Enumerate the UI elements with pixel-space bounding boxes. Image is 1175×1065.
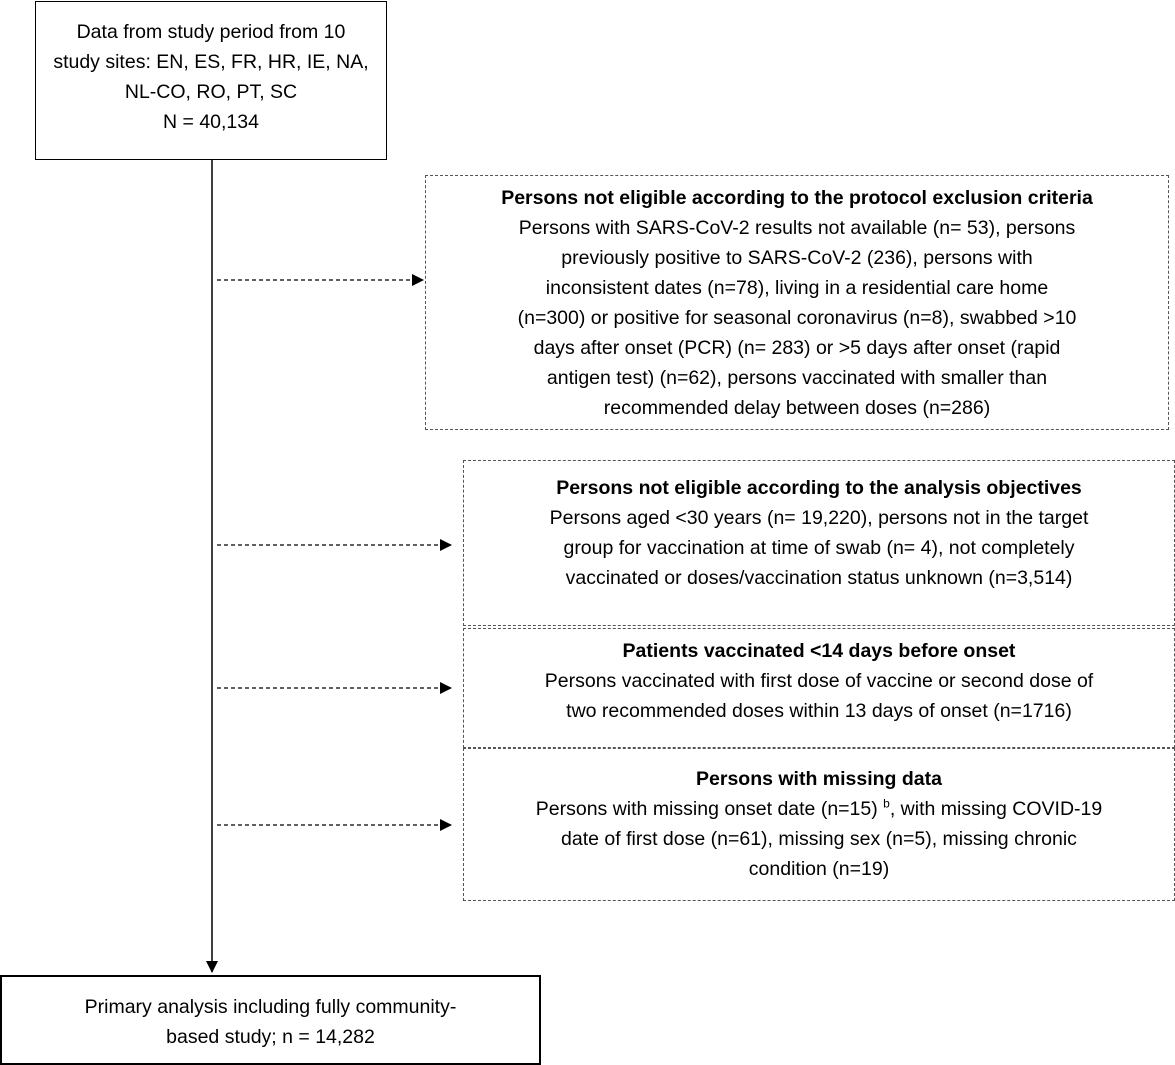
exclusion-line: recommended delay between doses (n=286) xyxy=(603,397,991,419)
footnote-marker: b xyxy=(883,796,890,811)
exclusion-line: group for vaccination at time of swab (n… xyxy=(563,537,1075,559)
exclusion-line: vaccinated or doses/vaccination status u… xyxy=(565,567,1073,589)
exclusion-line: days after onset (PCR) (n= 283) or >5 da… xyxy=(533,337,1061,359)
exclusion-line: date of first dose (n=61), missing sex (… xyxy=(561,828,1077,850)
exclusion-text: , with missing COVID-19 xyxy=(889,798,1103,820)
exclusion-title: Persons with missing data xyxy=(696,768,942,790)
exclusion-title: Persons not eligible according to the pr… xyxy=(501,187,1093,209)
start-total: N = 40,134 xyxy=(163,111,259,133)
exclusion-line-with-footnote: Persons with missing onset date (n=15) b… xyxy=(464,794,1174,824)
exclusion-line: condition (n=19) xyxy=(748,858,890,880)
exclusion-title: Patients vaccinated <14 days before onse… xyxy=(622,640,1016,662)
exclusion-title: Persons not eligible according to the an… xyxy=(556,477,1082,499)
exclusion-line: previously positive to SARS-CoV-2 (236),… xyxy=(561,247,1033,269)
exclusion-line: two recommended doses within 13 days of … xyxy=(566,700,1072,722)
final-box: Primary analysis including fully communi… xyxy=(0,975,541,1065)
exclusion-text: Persons with missing onset date (n=15) xyxy=(535,798,878,820)
exclusion-box-protocol: Persons not eligible according to the pr… xyxy=(425,175,1169,430)
start-box: Data from study period from 10 study sit… xyxy=(35,1,387,160)
start-line: study sites: EN, ES, FR, HR, IE, NA, xyxy=(53,51,369,73)
exclusion-box-missing: Persons with missing data Persons with m… xyxy=(463,748,1175,901)
exclusion-line: antigen test) (n=62), persons vaccinated… xyxy=(546,367,1048,389)
exclusion-box-objectives: Persons not eligible according to the an… xyxy=(463,460,1175,626)
final-line: based study; n = 14,282 xyxy=(166,1026,375,1048)
exclusion-line: inconsistent dates (n=78), living in a r… xyxy=(545,277,1049,299)
exclusion-box-timing: Patients vaccinated <14 days before onse… xyxy=(463,628,1175,748)
exclusion-line: (n=300) or positive for seasonal coronav… xyxy=(517,307,1077,329)
start-line: Data from study period from 10 xyxy=(76,21,346,43)
exclusion-line: Persons aged <30 years (n= 19,220), pers… xyxy=(549,507,1089,529)
start-line: NL-CO, RO, PT, SC xyxy=(124,81,298,103)
final-line: Primary analysis including fully communi… xyxy=(84,996,457,1018)
exclusion-line: Persons vaccinated with first dose of va… xyxy=(544,670,1094,692)
exclusion-line: Persons with SARS-CoV-2 results not avai… xyxy=(518,217,1076,239)
